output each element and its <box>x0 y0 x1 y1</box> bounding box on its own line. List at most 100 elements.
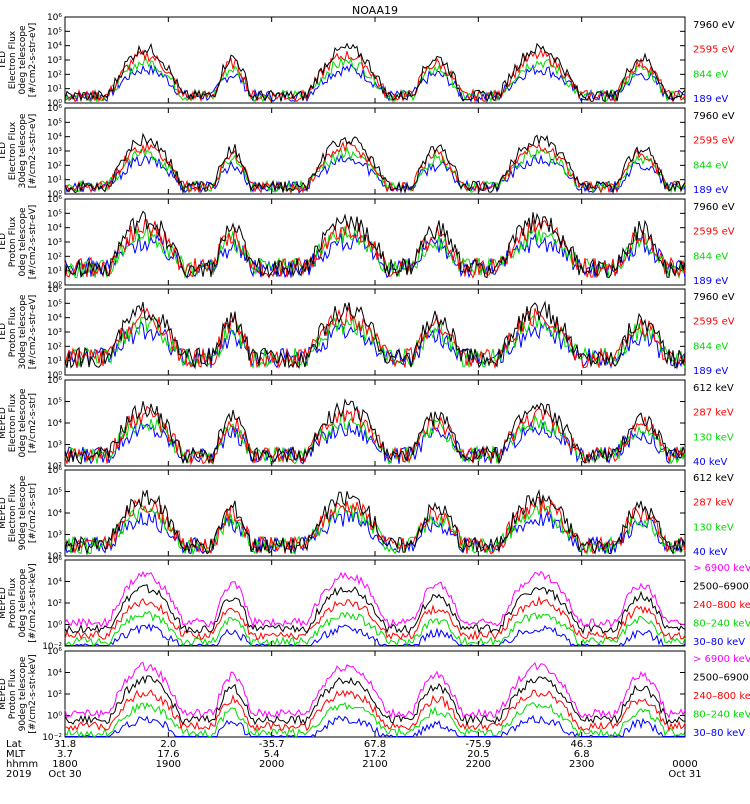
series-line <box>64 570 686 629</box>
y-tick-label: 10⁴ <box>47 669 62 679</box>
y-tick-label: 10⁴ <box>47 42 62 52</box>
plot-title: NOAA19 <box>352 4 398 17</box>
x-lat-label: 31.8 <box>54 739 76 750</box>
panel-frame <box>64 107 686 195</box>
legend-label: 2595 eV <box>693 45 735 56</box>
y-axis-label: [#/cm2-s-str-keV] <box>28 563 38 642</box>
legend-label: 40 keV <box>693 547 727 558</box>
y-axis-label: 30deg telescope <box>18 294 28 369</box>
series-line <box>64 509 686 555</box>
x-hhmm-label: 2000 <box>259 759 284 770</box>
y-axis-label: TED <box>0 233 8 252</box>
x-hhmm-label: 1800 <box>52 759 77 770</box>
x-hhmm-label: 2200 <box>466 759 491 770</box>
x-mlt-label: 17.2 <box>364 749 386 760</box>
x-row-label: hhmm <box>6 759 38 770</box>
y-tick-label: 10³ <box>47 441 62 451</box>
y-axis-label: [#/cm2-s-str] <box>28 483 38 543</box>
x-hhmm-label: 2100 <box>362 759 387 770</box>
legend-label: 844 eV <box>693 341 728 352</box>
legend-label: 287 keV <box>693 498 734 509</box>
legend-label: 612 keV <box>693 383 734 394</box>
y-axis-label: Electron Flux <box>8 30 18 89</box>
y-tick-label: 10⁴ <box>47 578 62 588</box>
series-line <box>64 675 686 726</box>
legend-label: 30–80 keV <box>693 728 745 739</box>
y-axis-label: MEPED <box>0 497 8 529</box>
y-tick-label: 10⁰ <box>47 712 62 722</box>
y-axis-label: [#/cm2-s-str-eV] <box>28 114 38 189</box>
x-mlt-label: 17.6 <box>157 749 179 760</box>
legend-label: 130 keV <box>693 432 734 443</box>
legend-label: 2595 eV <box>693 136 735 147</box>
legend-label: 189 eV <box>693 276 728 287</box>
y-tick-label: 10⁰ <box>47 281 62 291</box>
series-line <box>64 42 686 103</box>
y-tick-label: 10² <box>47 70 62 80</box>
legend-label: 80–240 keV <box>693 619 750 630</box>
y-tick-label: 10⁵ <box>47 209 62 219</box>
y-tick-label: 10⁵ <box>47 299 62 309</box>
x-row-label: Lat <box>6 739 22 750</box>
y-axis-label: [#/cm2-s-str-keV] <box>28 654 38 733</box>
y-axis-label: TED <box>0 142 8 161</box>
legend-label: 2500–6900 <box>693 582 749 593</box>
y-axis-label: [#/cm2-s-str-eV] <box>28 295 38 370</box>
x-lat-label: -35.7 <box>259 739 285 750</box>
y-tick-label: 10² <box>47 252 62 262</box>
x-row-label: MLT <box>6 749 26 760</box>
y-axis-label: Proton Flux <box>8 216 18 267</box>
legend-label: 189 eV <box>693 94 728 105</box>
x-lat-label: 67.8 <box>364 739 386 750</box>
y-axis-label: 0deg telescope <box>18 25 28 95</box>
legend-label: > 6900 keV <box>693 563 750 574</box>
legend-label: > 6900 keV <box>693 654 750 665</box>
x-lat-label: 46.3 <box>571 739 593 750</box>
x-mlt-label: 20.5 <box>467 749 489 760</box>
series-line <box>64 689 686 733</box>
legend-label: 189 eV <box>693 185 728 196</box>
series-line <box>64 405 686 466</box>
y-axis-label: Proton Flux <box>8 577 18 628</box>
series-line <box>64 584 686 635</box>
y-tick-label: 10⁴ <box>47 314 62 324</box>
y-tick-label: 10² <box>47 161 62 171</box>
series-line <box>64 300 686 370</box>
x-row-label: 2019 <box>6 769 31 780</box>
y-tick-label: 10⁵ <box>47 488 62 498</box>
y-axis-label: MEPED <box>0 678 8 710</box>
y-axis-label: Proton Flux <box>8 306 18 357</box>
legend-label: 30–80 keV <box>693 637 745 648</box>
legend-label: 240–800 keV <box>693 691 750 702</box>
y-tick-label: 10⁵ <box>47 398 62 408</box>
x-hhmm-label: 2300 <box>569 759 594 770</box>
x-date-label: Oct 31 <box>668 769 701 780</box>
y-axis-label: Proton Flux <box>8 668 18 719</box>
x-hhmm-label: 1900 <box>156 759 181 770</box>
y-tick-label: 10⁴ <box>47 419 62 429</box>
y-axis-label: Electron Flux <box>8 393 18 452</box>
y-tick-label: 10¹ <box>47 357 62 367</box>
y-tick-label: 10⁶ <box>47 466 62 476</box>
y-axis-label: Electron Flux <box>8 121 18 180</box>
y-axis-label: 90deg telescope <box>18 656 28 731</box>
legend-label: 7960 eV <box>693 202 735 213</box>
y-tick-label: 10² <box>47 342 62 352</box>
y-axis-label: [#/cm2-s-str-eV] <box>28 23 38 98</box>
y-tick-label: 10⁰ <box>47 99 62 109</box>
x-mlt-label: 3.7 <box>57 749 73 760</box>
legend-label: 612 keV <box>693 473 734 484</box>
series-line <box>64 153 686 194</box>
y-tick-label: 10³ <box>47 56 62 66</box>
y-tick-label: 10⁻² <box>42 642 62 652</box>
panel-frame <box>64 16 686 104</box>
y-tick-label: 10¹ <box>47 176 62 186</box>
x-lat-label: 2.0 <box>160 739 176 750</box>
x-mlt-label: 6.8 <box>574 749 590 760</box>
legend-label: 7960 eV <box>693 292 735 303</box>
y-tick-label: 10³ <box>47 147 62 157</box>
legend-label: 7960 eV <box>693 20 735 31</box>
y-tick-label: 10⁵ <box>47 118 62 128</box>
